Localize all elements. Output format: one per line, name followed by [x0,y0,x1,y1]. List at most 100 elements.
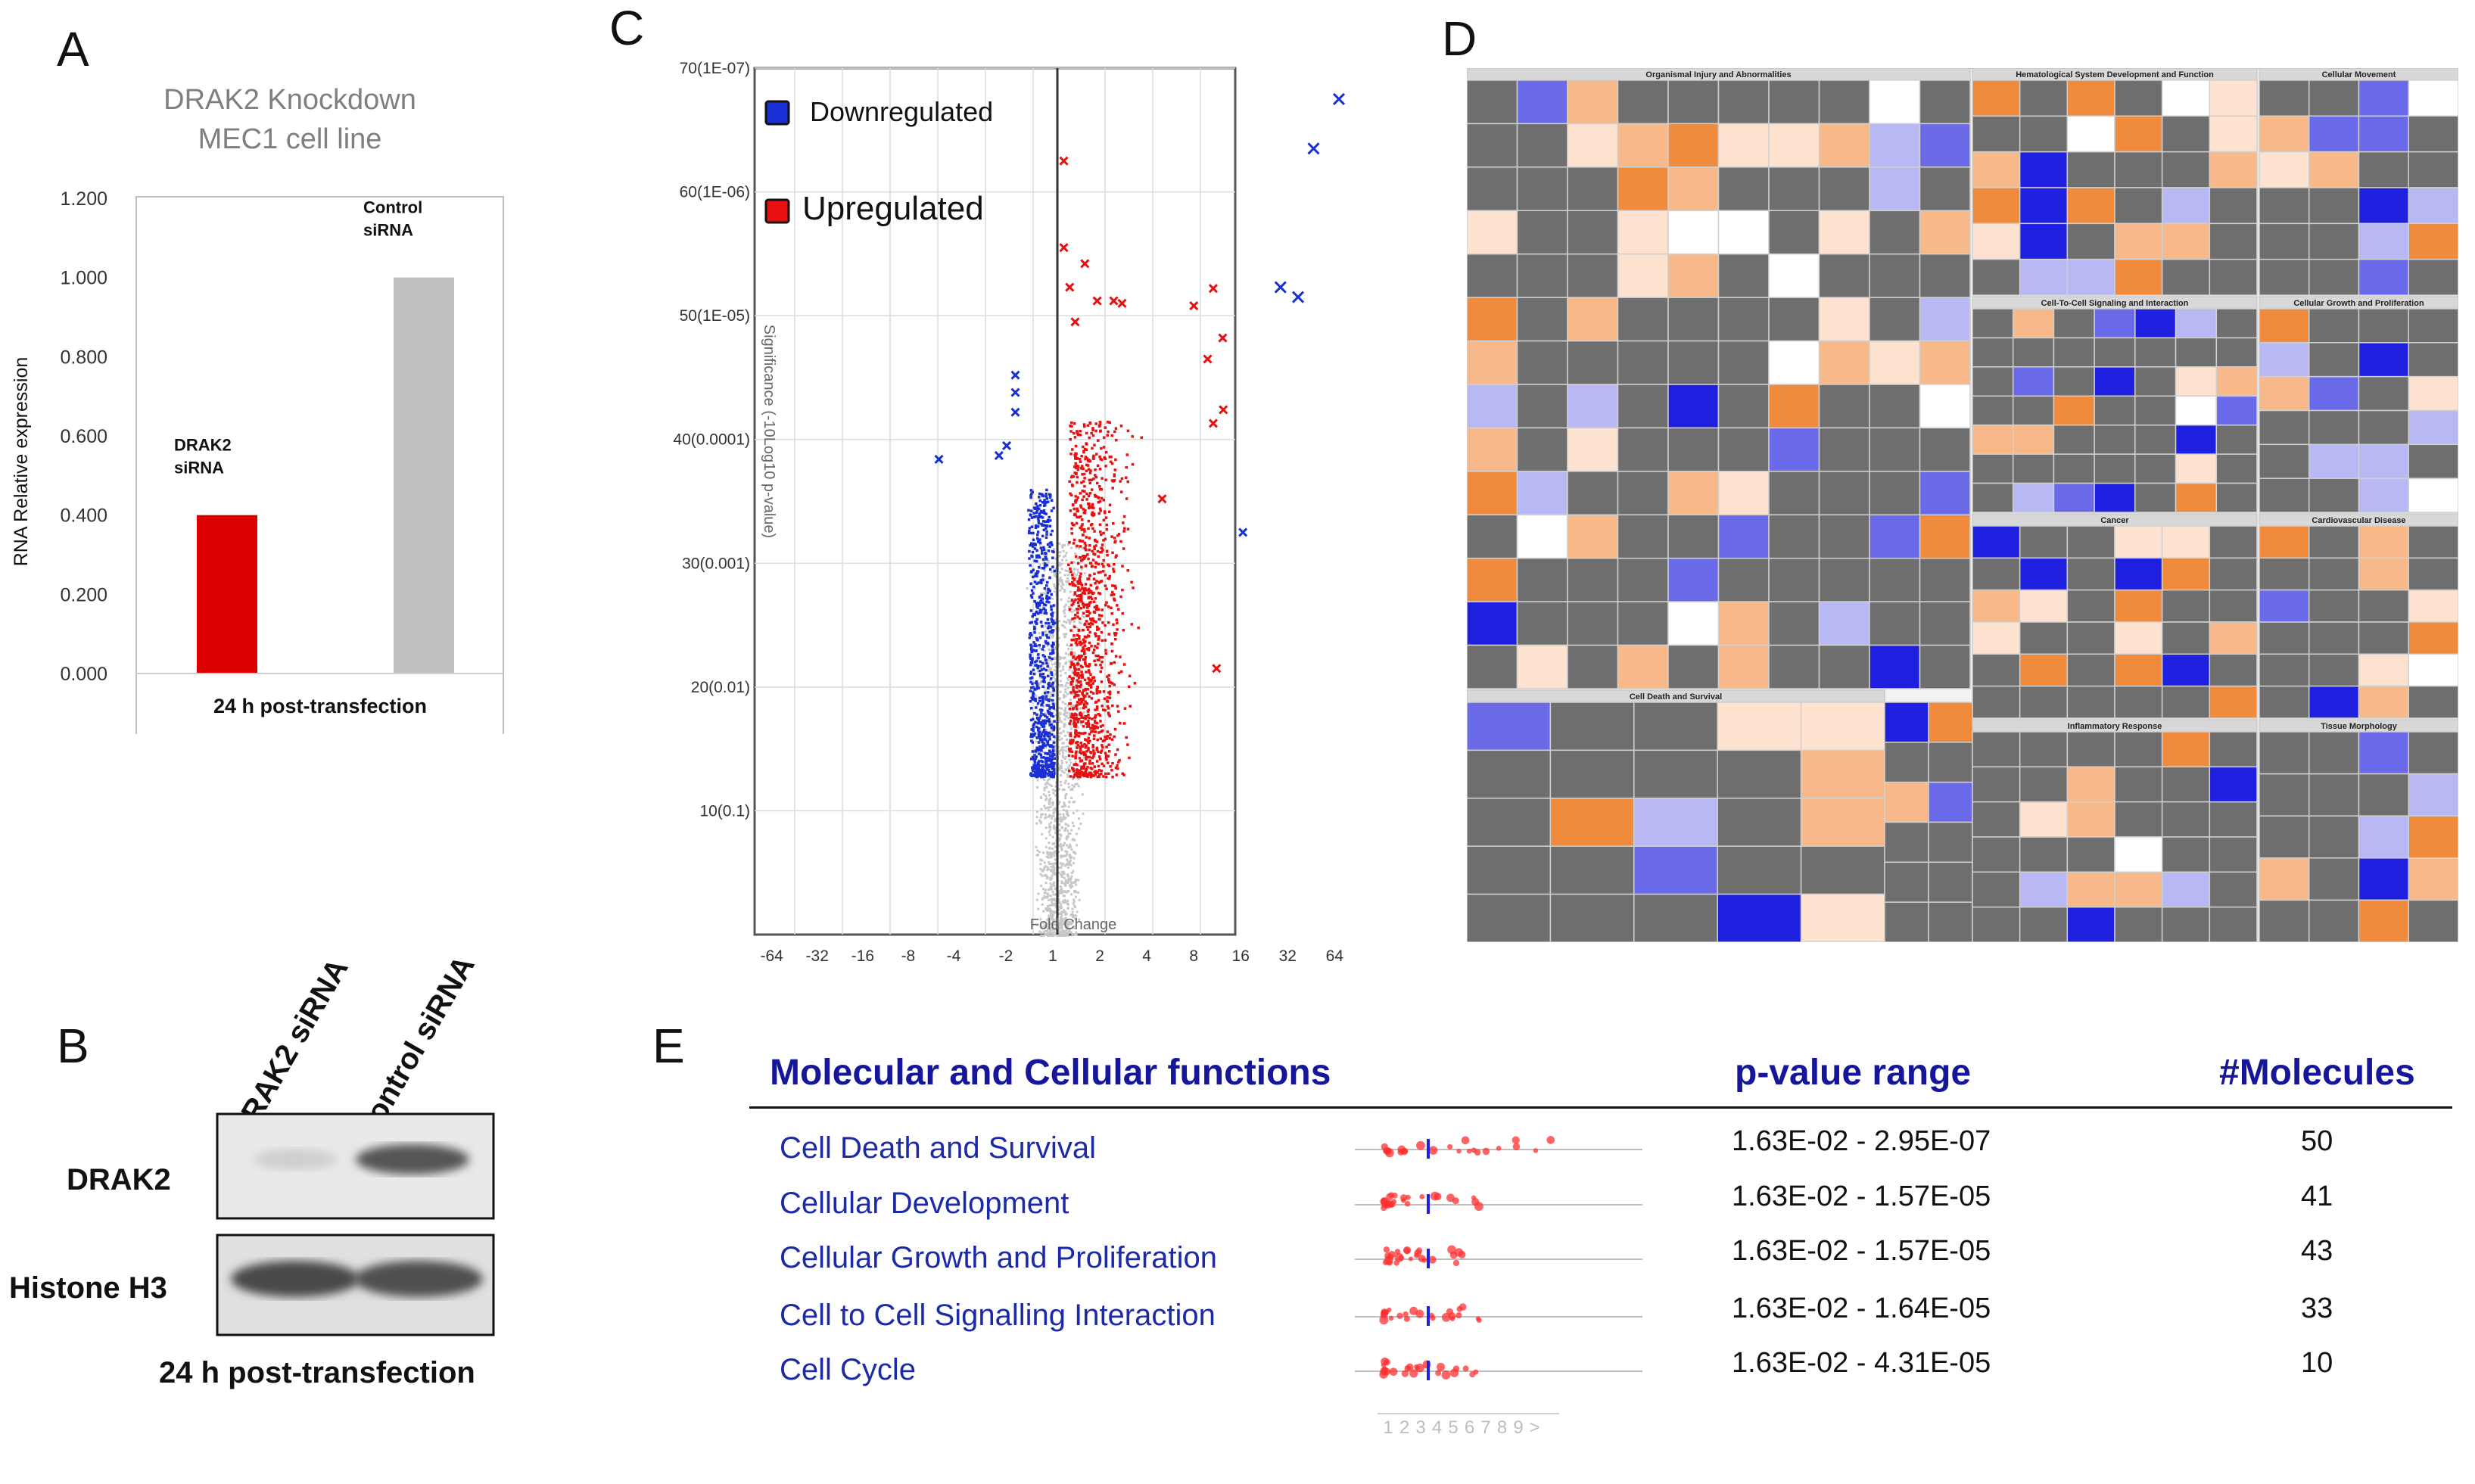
treemap-cell [2259,589,2310,623]
treemap-cell [2175,308,2218,339]
treemap-cell [2019,115,2069,153]
treemap-cell [2094,366,2136,397]
treemap-cell [1869,384,1921,429]
treemap-cell [2053,366,2095,397]
treemap-cell [2408,79,2458,117]
chart-a-y-tick: 0.200 [60,584,107,605]
treemap-cell [2308,478,2360,513]
treemap-cell [2308,589,2360,623]
treemap-cell [2259,557,2310,591]
treemap-cell [1567,514,1619,559]
treemap-cell [2066,836,2115,873]
treemap-cell [1467,471,1518,516]
treemap-cell [2053,308,2095,339]
treemap-cell [2259,443,2310,479]
chart-a-y-tick: 0.400 [60,506,107,527]
chart-c-point [1010,387,1020,397]
treemap-cell [1667,384,1720,429]
treemap-category-label: Cardiovascular Disease [2312,516,2405,525]
treemap-cell [1717,79,1770,125]
chart-c-x-tick: -8 [901,947,916,965]
chart-c-point [1203,354,1213,364]
treemap-cell [1567,210,1619,255]
treemap-cell [2094,337,2136,368]
treemap-cell [2114,766,2163,803]
blot-band-drak2-knockdown [254,1149,337,1170]
treemap-cell [1919,514,1971,559]
treemap-cell [2114,906,2163,942]
treemap-category-label: Organismal Injury and Abnormalities [1645,70,1791,79]
treemap-cell [1667,471,1720,516]
treemap-cell [2066,258,2115,296]
treemap-cell [1800,893,1885,942]
treemap-cell [2308,342,2360,378]
treemap-cell [1567,427,1619,472]
treemap-cell [2408,187,2458,225]
treemap-cell [2012,424,2055,455]
treemap-cell [2066,187,2115,225]
panel-a-bar-chart: DRAK2 Knockdown MEC1 cell line 0.000 0.20… [11,84,504,734]
treemap-cell [2066,766,2115,803]
chart-c-x-tick: -4 [947,947,961,965]
chart-c-point [1070,317,1080,327]
treemap-cell [1467,340,1518,385]
treemap-cell [2053,424,2095,455]
treemap-category-label: Cellular Growth and Proliferation [2293,299,2424,308]
treemap-cell [1567,557,1619,602]
treemap-cell [1567,384,1619,429]
chart-a-y-tick: 0.000 [60,664,107,685]
treemap-cell [2019,79,2069,117]
treemap-cell [1869,644,1921,689]
treemap-cell [2358,258,2409,296]
function-dotplot [1355,1303,1642,1326]
treemap-cell [2209,151,2258,188]
treemap-cell [1768,210,1820,255]
treemap-cell [1617,123,1669,168]
chart-c-point [1010,370,1020,380]
treemap-cell [2134,395,2177,426]
treemap-cell [1768,123,1820,168]
treemap-cell [1869,340,1921,385]
treemap-cell [2209,222,2258,260]
treemap-cell [2066,525,2115,559]
treemap-cell [1516,427,1568,472]
treemap-category-label: Cellular Movement [2322,70,2396,79]
treemap-cell [1884,861,1929,903]
treemap-cell [1717,210,1770,255]
treemap-cell [2308,653,2360,687]
treemap-cell [1869,557,1921,602]
treemap-cell [1972,482,2014,513]
treemap-cell [2215,424,2258,455]
function-axis-tick: 2 [1399,1417,1409,1438]
treemap-cell [1818,79,1870,125]
function-row-name: Cellular Growth and Proliferation [780,1241,1218,1274]
treemap-category-label: Cell Death and Survival [1630,692,1722,702]
treemap-cell [2161,525,2211,559]
treemap-cell [2114,79,2163,117]
chart-c-point [1092,296,1102,306]
treemap-cell [1467,427,1518,472]
treemap-cell [1667,557,1720,602]
treemap-cell [1928,781,1973,823]
treemap-cell [1467,702,1552,751]
treemap-cell [2066,801,2115,838]
chart-a-bar-label: Control [363,198,422,217]
treemap-cell [1818,427,1870,472]
treemap-cell [2308,258,2360,296]
treemap-cell [2114,115,2163,153]
treemap-cell [1617,253,1669,298]
treemap-cell [1800,749,1885,799]
treemap-cell [2308,621,2360,655]
treemap-cell [1717,427,1770,472]
treemap-cell [1467,557,1518,602]
treemap-cell [1717,749,1802,799]
treemap-cell [2358,115,2409,153]
blot-caption: 24 h post-transfection [159,1356,475,1389]
treemap-cell [2161,801,2211,838]
treemap-cell [1972,258,2021,296]
chart-a-y-tick: 1.200 [60,188,107,210]
treemap-cell [2358,342,2409,378]
treemap-cell [2408,342,2458,378]
treemap-cell [2358,815,2409,859]
treemap-cell [1567,123,1619,168]
